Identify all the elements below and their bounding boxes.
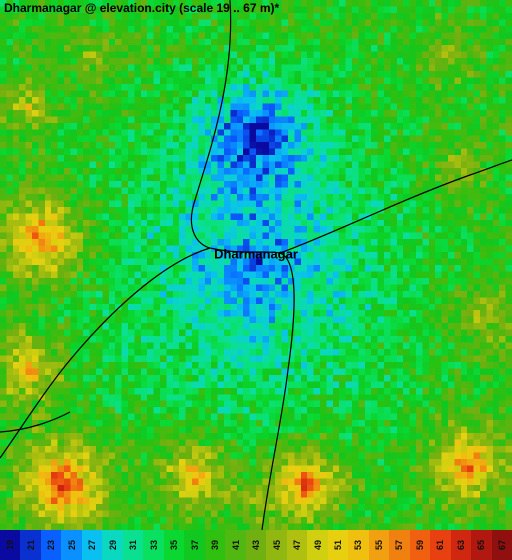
legend-swatch: 45 [266, 530, 286, 560]
legend-value: 39 [210, 540, 220, 550]
city-label: Dharmanagar [214, 247, 298, 262]
legend-value: 61 [435, 540, 445, 550]
legend-value: 35 [169, 540, 179, 550]
legend-value: 23 [46, 540, 56, 550]
legend-swatch: 39 [205, 530, 225, 560]
legend-swatch: 33 [143, 530, 163, 560]
legend-swatch: 27 [82, 530, 102, 560]
legend-swatch: 53 [348, 530, 368, 560]
legend-swatch: 29 [102, 530, 122, 560]
legend-value: 63 [456, 540, 466, 550]
legend-swatch: 61 [430, 530, 450, 560]
legend-swatch: 19 [0, 530, 20, 560]
legend-value: 51 [333, 540, 343, 550]
legend-value: 37 [190, 540, 200, 550]
legend-swatch: 41 [225, 530, 245, 560]
legend-swatch: 37 [184, 530, 204, 560]
legend-value: 29 [108, 540, 118, 550]
legend-swatch: 43 [246, 530, 266, 560]
legend-value: 67 [497, 540, 507, 550]
legend-value: 41 [231, 540, 241, 550]
legend-swatch: 57 [389, 530, 409, 560]
legend-value: 33 [149, 540, 159, 550]
color-legend: 19 21 23 25 27 29 31 33 35 37 39 41 43 45 47 49 51 53 55 57… [0, 530, 512, 560]
legend-value: 45 [272, 540, 282, 550]
legend-value: 65 [476, 540, 486, 550]
legend-swatch: 25 [61, 530, 81, 560]
page-title: Dharmanagar @ elevation.city (scale 19 .… [0, 0, 512, 18]
legend-value: 27 [87, 540, 97, 550]
legend-value: 59 [415, 540, 425, 550]
legend-value: 55 [374, 540, 384, 550]
legend-swatch: 49 [307, 530, 327, 560]
legend-swatch: 47 [287, 530, 307, 560]
legend-swatch: 65 [471, 530, 491, 560]
elevation-map: Dharmanagar [0, 0, 512, 530]
legend-value: 31 [128, 540, 138, 550]
legend-swatch: 23 [41, 530, 61, 560]
legend-value: 25 [67, 540, 77, 550]
legend-value: 47 [292, 540, 302, 550]
legend-value: 57 [394, 540, 404, 550]
heatmap-canvas [0, 0, 512, 530]
legend-swatch: 63 [451, 530, 471, 560]
legend-swatch: 51 [328, 530, 348, 560]
legend-swatch: 59 [410, 530, 430, 560]
legend-swatch: 35 [164, 530, 184, 560]
legend-swatch: 31 [123, 530, 143, 560]
legend-swatch: 21 [20, 530, 40, 560]
legend-swatch: 55 [369, 530, 389, 560]
legend-value: 49 [313, 540, 323, 550]
legend-value: 43 [251, 540, 261, 550]
legend-value: 53 [353, 540, 363, 550]
legend-swatch: 67 [492, 530, 512, 560]
legend-value: 19 [5, 540, 15, 550]
legend-value: 21 [26, 540, 36, 550]
